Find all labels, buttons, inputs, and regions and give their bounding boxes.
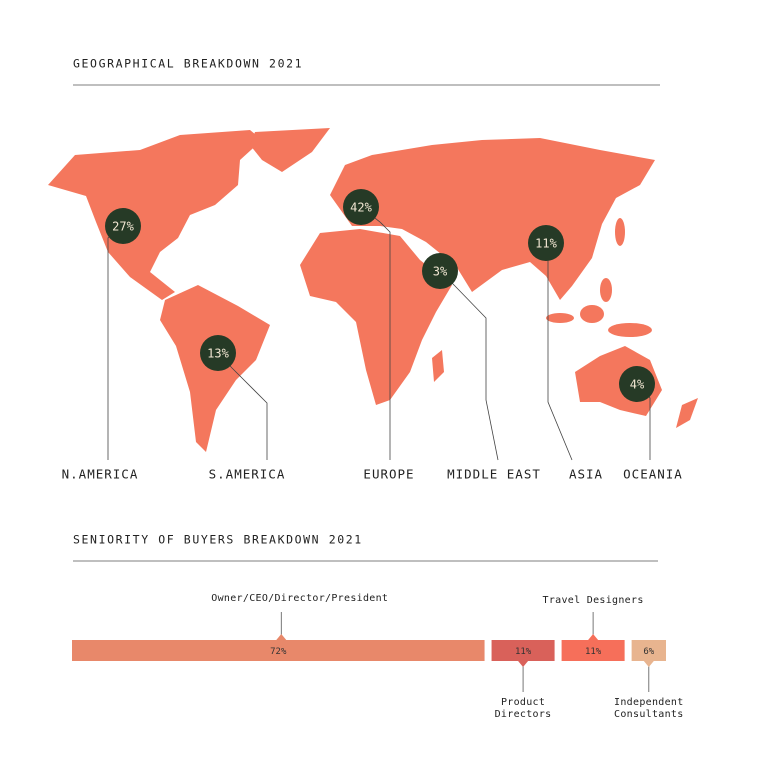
bar-segment — [561, 640, 625, 661]
region-label: MIDDLE EAST — [447, 467, 541, 482]
marker — [528, 225, 564, 261]
value-label: 6% — [643, 647, 654, 657]
value-label: 3% — [433, 265, 448, 279]
category-label: Independent Consultants — [614, 697, 684, 720]
category-label: Owner/CEO/Director/President — [211, 593, 389, 604]
bar-title: SENIORITY OF BUYERS BREAKDOWN 2021 — [73, 533, 363, 547]
region-label: EUROPE — [363, 467, 414, 482]
pointer-tip — [518, 661, 529, 667]
category-label: Product Directors — [494, 697, 552, 720]
pointer-tip — [643, 661, 654, 667]
value-label: 13% — [207, 347, 229, 361]
region-label: S.AMERICA — [209, 467, 286, 482]
marker — [422, 253, 458, 289]
category-label: Travel Designers — [542, 595, 644, 606]
bar-segment — [491, 640, 555, 661]
marker — [343, 189, 379, 225]
region-label: OCEANIA — [623, 467, 683, 482]
value-label: 11% — [515, 647, 532, 657]
world-map — [48, 128, 698, 452]
marker — [200, 335, 236, 371]
value-label: 42% — [350, 201, 372, 215]
bar-segment — [72, 640, 485, 661]
bar-segment — [631, 640, 666, 661]
pointer-tip — [588, 634, 599, 640]
marker — [105, 208, 141, 244]
leader-line — [439, 270, 499, 461]
map-title: GEOGRAPHICAL BREAKDOWN 2021 — [73, 57, 303, 71]
marker — [619, 366, 655, 402]
value-label: 4% — [630, 378, 645, 392]
value-label: 11% — [585, 647, 602, 657]
value-label: 27% — [112, 220, 134, 234]
region-label: N.AMERICA — [62, 467, 139, 482]
pointer-tip — [276, 634, 287, 640]
value-label: 11% — [535, 237, 557, 251]
value-label: 72% — [270, 647, 287, 657]
region-label: ASIA — [569, 467, 603, 482]
